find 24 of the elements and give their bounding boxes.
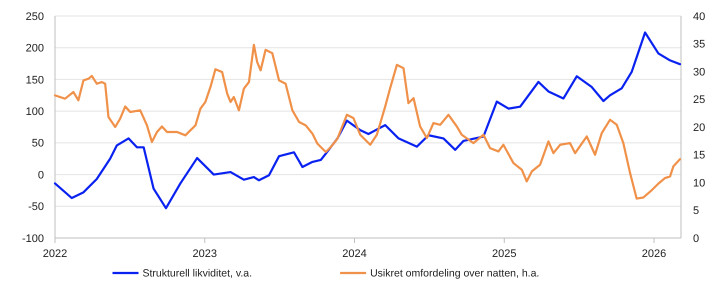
y2-tick-label: 20: [693, 122, 706, 134]
legend-label: Strukturell likviditet, v.a.: [142, 268, 252, 280]
y2-tick-label: 15: [693, 150, 706, 162]
y-tick-label: 200: [26, 42, 44, 55]
y2-tick-label: 25: [693, 94, 706, 106]
x-tick-label: 2024: [342, 248, 367, 260]
y-tick-label: 250: [26, 10, 44, 23]
y2-tick-label: 5: [693, 205, 700, 218]
x-tick-label: 2023: [192, 248, 218, 260]
y-tick-label: 0: [38, 169, 44, 182]
x-tick-label: 2025: [492, 248, 517, 260]
y2-tick-label: 10: [693, 177, 706, 190]
y-tick-label: 100: [26, 106, 44, 118]
y-tick-label: 150: [26, 74, 44, 86]
y-tick-label: -50: [28, 201, 44, 214]
y-tick-label: -100: [22, 232, 44, 245]
legend-label: Usikret omfordeling over natten, h.a.: [370, 268, 540, 280]
y-tick-label: 50: [32, 138, 44, 150]
y2-tick-label: 40: [693, 10, 706, 23]
x-tick-label: 2022: [42, 248, 68, 260]
y2-tick-label: 35: [693, 38, 706, 51]
y2-tick-label: 30: [693, 66, 706, 78]
x-tick-label: 2026: [642, 248, 666, 260]
y2-tick-label: 0: [693, 232, 700, 245]
